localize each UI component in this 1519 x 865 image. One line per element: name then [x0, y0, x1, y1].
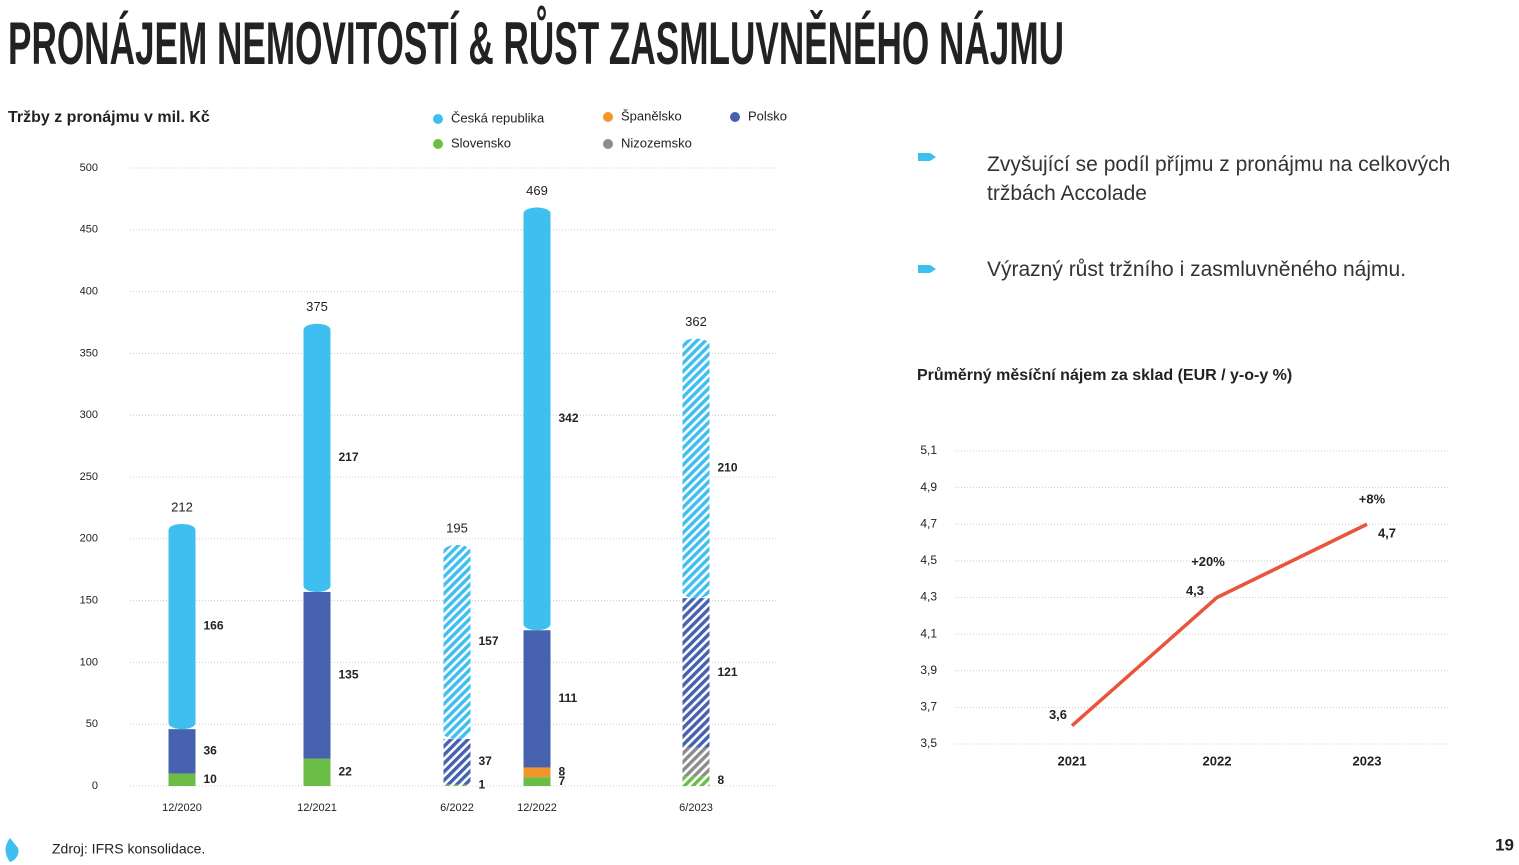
value-label: 111: [559, 691, 578, 705]
value-label: 10: [204, 772, 218, 786]
x-tick-label: 12/2021: [297, 802, 337, 814]
bullet-icon: [918, 265, 936, 273]
y-tick-label: 3,9: [920, 663, 937, 677]
x-tick-label: 6/2022: [440, 802, 474, 814]
legend-label: Nizozemsko: [621, 135, 692, 150]
value-label: 4,7: [1378, 526, 1396, 541]
bar-segment: [168, 523, 196, 730]
x-tick-label: 2021: [1058, 753, 1087, 768]
bar-segment: [443, 544, 471, 740]
bar-segment: [303, 591, 331, 759]
bar-segment: [303, 323, 331, 592]
x-tick-label: 2023: [1353, 753, 1382, 768]
value-label: 135: [339, 668, 359, 682]
y-tick-label: 4,1: [920, 626, 937, 640]
bullet-text: Zvyšující se podíl příjmu z pronájmu na …: [987, 153, 1451, 205]
legend-swatch: [730, 112, 740, 122]
y-tick-label: 5,1: [920, 443, 937, 457]
value-label: 36: [204, 744, 218, 758]
value-label: 342: [559, 411, 579, 425]
value-label: 157: [479, 634, 499, 648]
bar-segment: [682, 776, 710, 786]
value-label: 210: [718, 461, 738, 475]
y-tick-label: 150: [80, 595, 98, 607]
bar-segment: [443, 784, 471, 786]
value-label: 3,6: [1049, 707, 1067, 722]
y-tick-label: 3,7: [920, 700, 937, 714]
y-tick-label: 450: [80, 224, 98, 236]
value-label: 1: [479, 778, 486, 792]
y-tick-label: 3,5: [920, 736, 937, 750]
y-tick-label: 4,5: [920, 553, 937, 567]
y-tick-label: 400: [80, 286, 98, 298]
total-label: 195: [446, 520, 468, 535]
source-note: Zdroj: IFRS konsolidace.: [52, 841, 205, 857]
total-label: 469: [526, 183, 548, 198]
legend-label: Slovensko: [451, 135, 511, 150]
x-tick-label: 12/2020: [162, 802, 202, 814]
value-label: 7: [559, 774, 566, 788]
bar-segment: [303, 758, 331, 786]
bullet-icon: [918, 153, 936, 161]
y-tick-label: 200: [80, 533, 98, 545]
legend-swatch: [603, 112, 613, 122]
value-label: 8: [559, 765, 566, 779]
bar-segment: [523, 630, 551, 768]
bar-segment: [523, 207, 551, 631]
total-label: 212: [171, 499, 193, 514]
legend-label: Polsko: [748, 108, 787, 123]
x-tick-label: 6/2023: [679, 802, 713, 814]
chart-title: Tržby z pronájmu v mil. Kč: [8, 109, 210, 126]
total-label: 362: [685, 314, 707, 329]
total-label: 375: [306, 299, 328, 314]
y-tick-label: 500: [80, 162, 98, 174]
y-tick-label: 0: [92, 780, 98, 792]
slide-title: PRONÁJEM NEMOVITOSTÍ & RŮST ZASMLUVNĚNÉH…: [8, 6, 1064, 77]
bullet-text: Výrazný růst tržního i zasmluvněného náj…: [987, 258, 1407, 281]
legend-label: Španělsko: [621, 108, 682, 123]
y-tick-label: 100: [80, 656, 98, 668]
line-series: [1070, 522, 1368, 727]
page-number: 19: [1495, 835, 1514, 854]
y-tick-label: 50: [86, 718, 98, 730]
y-tick-label: 4,9: [920, 480, 937, 494]
bar-segment: [443, 739, 471, 785]
bar-segment: [523, 767, 551, 778]
legend-swatch: [603, 139, 613, 149]
change-label: +20%: [1191, 554, 1225, 569]
y-tick-label: 350: [80, 347, 98, 359]
bar-segment: [682, 338, 710, 599]
value-label: 217: [339, 450, 359, 464]
legend-label: Česká republika: [451, 110, 545, 125]
legend-swatch: [433, 139, 443, 149]
value-label: 121: [718, 665, 738, 679]
y-tick-label: 250: [80, 471, 98, 483]
bar-segment: [682, 598, 710, 748]
y-tick-label: 4,3: [920, 590, 937, 604]
value-label: 4,3: [1186, 583, 1204, 598]
x-tick-label: 2022: [1203, 753, 1232, 768]
bar-segment: [168, 773, 196, 786]
y-tick-label: 300: [80, 409, 98, 421]
change-label: +8%: [1359, 492, 1386, 507]
legend-swatch: [433, 114, 443, 124]
bar-segment: [682, 747, 710, 777]
value-label: 22: [339, 765, 353, 779]
bar-segment: [523, 777, 551, 786]
chart-title: Průměrný měsíční nájem za sklad (EUR / y…: [917, 367, 1292, 384]
value-label: 166: [204, 619, 224, 633]
value-label: 8: [718, 773, 725, 787]
bar-segment: [168, 729, 196, 774]
y-tick-label: 4,7: [920, 516, 937, 530]
value-label: 37: [479, 754, 493, 768]
x-tick-label: 12/2022: [517, 802, 557, 814]
logo-icon: [5, 838, 19, 862]
